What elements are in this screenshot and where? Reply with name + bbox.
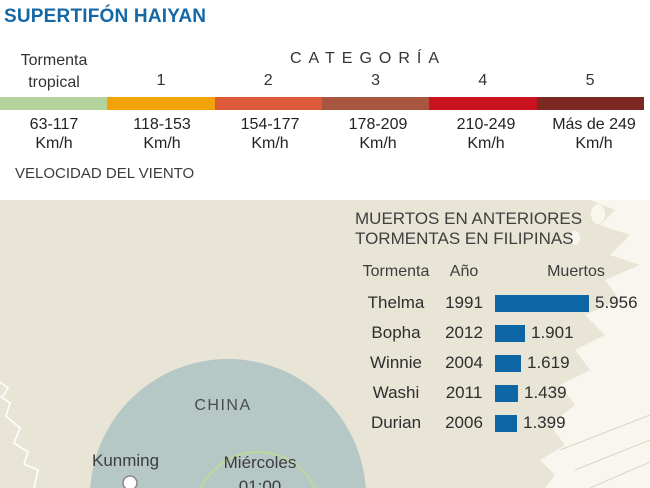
wind-speed-caption: VELOCIDAD DEL VIENTO [15,165,195,182]
speed-labels-row: 63-117 Km/h 118-153 Km/h 154-177 Km/h 17… [0,115,648,153]
map-area: CHINA Kunming Miércoles 01:00 MUERTOS EN… [0,200,650,488]
page-title: SUPERTIFÓN HAIYAN [4,6,207,27]
speed-unit-0: Km/h [35,135,73,152]
storm-year: 2012 [445,323,483,342]
table-row: Durian 2006 1.399 [355,408,647,438]
storm-year: 2006 [445,413,483,432]
speed-label-5: Más de 249 Km/h [540,115,648,153]
island-shape-1 [591,204,605,224]
scale-segment-cat5 [536,97,644,110]
deaths-table: MUERTOS EN ANTERIORES TORMENTAS EN FILIP… [355,209,647,438]
deaths-bar [495,294,589,312]
deaths-table-header: Tormenta Año Muertos [355,263,647,281]
speed-unit-3: Km/h [359,135,397,152]
table-row: Thelma 1991 5.956 [355,288,647,318]
speed-unit-1: Km/h [143,135,181,152]
scale-segment-cat4 [429,97,537,110]
scale-segment-cat3 [321,97,430,110]
storm-name: Durian [370,413,422,432]
category-number-4: 4 [478,72,488,89]
deaths-table-rows: Thelma 1991 5.956 Bopha 2012 1.901 Winni… [355,288,647,438]
table-row: Winnie 2004 1.619 [355,348,647,378]
speed-label-3: 178-209 Km/h [324,115,432,153]
storm-name: Winnie [370,353,422,372]
deaths-value: 1.901 [531,323,574,342]
category-number-5: 5 [585,72,595,89]
storm-type-line1: Tormenta [20,52,88,69]
deaths-table-title-line2: TORMENTAS EN FILIPINAS [355,229,574,248]
table-row: Washi 2011 1.439 [355,378,647,408]
deaths-bar [495,414,517,432]
deaths-value: 5.956 [595,293,638,312]
speed-label-2: 154-177 Km/h [216,115,324,153]
storm-type-label: Tormenta tropical [0,50,108,94]
speed-unit-4: Km/h [467,135,505,152]
scale-segment-cat2 [214,97,322,110]
storm-position-day: Miércoles [223,453,297,472]
forecast-ring-icon [199,451,317,488]
map-label-china: CHINA [194,397,252,414]
speed-label-0: 63-117 Km/h [0,115,108,153]
hatch-texture [559,414,650,488]
map-svg [0,200,650,488]
deaths-value: 1.619 [527,353,570,372]
speed-unit-5: Km/h [575,135,613,152]
deaths-bar [495,384,518,402]
island-shape-2 [570,231,580,245]
scale-segment-cat1 [107,97,215,110]
speed-label-4: 210-249 Km/h [432,115,540,153]
column-header-year: Año [449,263,479,280]
category-number-0 [0,72,107,90]
speed-label-1: 118-153 Km/h [108,115,216,153]
storm-name: Thelma [367,293,425,312]
speed-unit-2: Km/h [251,135,289,152]
category-heading: CATEGORÍA [289,50,447,67]
city-marker-kunming [122,475,138,488]
table-row: Bopha 2012 1.901 [355,318,647,348]
column-header-deaths: Muertos [547,263,605,280]
category-number-3: 3 [371,72,380,89]
storm-year: 1991 [445,293,483,312]
storm-name: Washi [372,383,420,402]
scale-segment-tropical [0,97,108,110]
speed-range-2: 154-177 [240,116,300,133]
deaths-value: 1.399 [523,413,566,432]
deaths-bar [495,324,525,342]
deaths-value: 1.439 [524,383,567,402]
storm-year: 2004 [445,353,483,372]
speed-range-3: 178-209 [348,116,408,133]
storm-type-line2: tropical [28,74,80,91]
storm-position-time: 01:00 [238,477,282,488]
speed-range-4: 210-249 [456,116,516,133]
column-header-storm: Tormenta [362,263,430,280]
category-number-1: 1 [156,72,166,89]
landmass-shape [540,200,650,488]
deaths-table-title-line1: MUERTOS EN ANTERIORES [355,209,583,228]
category-numbers-row: 1 2 3 4 5 [0,72,644,90]
speed-range-5: Más de 249 [552,116,636,133]
wind-scale-color-bar [0,97,644,110]
category-number-2: 2 [263,72,273,89]
deaths-bar [495,354,521,372]
storm-area-circle [90,359,366,488]
storm-name: Bopha [371,323,421,342]
border-lines [0,381,39,488]
map-label-kunming: Kunming [92,451,160,470]
storm-year: 2011 [445,383,483,402]
speed-range-1: 118-153 [133,116,191,133]
deaths-table-title: MUERTOS EN ANTERIORES TORMENTAS EN FILIP… [355,209,647,249]
speed-range-0: 63-117 [29,116,79,133]
